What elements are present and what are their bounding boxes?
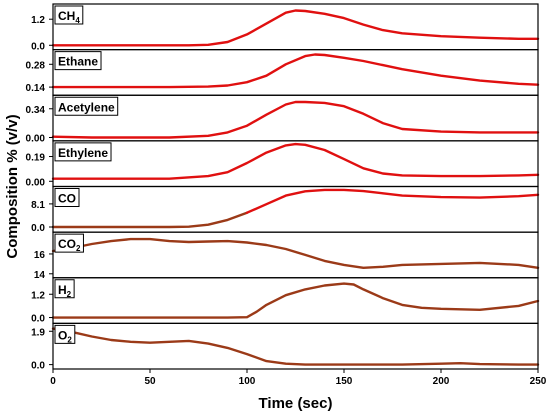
panel-label-h2: H2	[58, 283, 72, 299]
x-tick-label: 0	[50, 376, 56, 387]
panel-h2: 0.0 1.2 H2	[31, 277, 540, 325]
panel-ch4: 0.0 1.2 CH4	[31, 3, 540, 52]
series-line-o2-0	[51, 327, 540, 366]
panel-ethylene: 0.00 0.19 Ethylene	[26, 140, 540, 188]
x-tick-label: 250	[530, 376, 547, 387]
panel-co2: 14 16 CO2	[34, 231, 540, 281]
y-tick-label: 0.28	[26, 60, 46, 71]
y-tick-label: 0.34	[26, 105, 46, 116]
y-tick-label: 0.14	[26, 83, 46, 94]
panel-label-box	[54, 5, 84, 25]
y-tick-label: 16	[34, 250, 46, 261]
series-line-ch4-0	[51, 9, 540, 47]
panel-acetylene: 0.00 0.34 Acetylene	[26, 94, 540, 144]
panel-frame	[52, 322, 539, 370]
series-line-co-1	[245, 188, 540, 214]
panel-label-box	[54, 233, 84, 253]
panel-label-box	[54, 188, 80, 207]
y-tick-label: 0.19	[26, 153, 46, 164]
x-axis-title: Time (sec)	[259, 395, 333, 412]
series-line-co-0	[51, 211, 249, 229]
panel-label-box	[54, 324, 76, 344]
panel-label-co2: CO2	[58, 237, 81, 253]
panel-label-co: CO	[58, 192, 76, 206]
panel-label-box	[54, 279, 75, 299]
panel-label-box	[54, 96, 119, 116]
panel-label-box	[54, 142, 112, 162]
y-tick-label: 0.00	[26, 177, 46, 188]
y-axis-title: Composition % (v/v)	[4, 114, 21, 258]
panel-label-ch4: CH4	[58, 9, 80, 25]
panel-o2: 0.0 1.9 O2	[31, 322, 540, 372]
panel-co: 0.0 8.1 CO	[31, 185, 540, 234]
y-tick-label: 1.2	[31, 290, 45, 301]
y-tick-label: 0.0	[31, 314, 45, 325]
y-tick-label: 0.0	[31, 361, 45, 372]
panel-label-ethylene: Ethylene	[58, 146, 108, 160]
panel-label-box	[54, 51, 102, 71]
panel-frame	[52, 49, 539, 96]
y-tick-label: 0.0	[31, 223, 45, 234]
series-line-ethylene-0	[51, 142, 540, 180]
series-line-h2-0	[51, 282, 540, 319]
panel-label-ethane: Ethane	[58, 55, 98, 69]
y-tick-label: 0.00	[26, 133, 46, 144]
y-tick-label: 8.1	[31, 200, 45, 211]
x-tick-label: 100	[239, 376, 256, 387]
panel-label-acetylene: Acetylene	[58, 100, 115, 114]
x-tick-label: 50	[144, 376, 156, 387]
panel-ethane: 0.14 0.28 Ethane	[26, 49, 540, 96]
series-line-acetylene-0	[51, 100, 540, 139]
x-tick-label: 150	[336, 376, 353, 387]
y-tick-label: 1.9	[31, 327, 45, 338]
x-axis: 0 50 100 150 200 250	[50, 369, 547, 387]
series-line-co2-0	[51, 237, 540, 269]
panel-label-o2: O2	[58, 328, 72, 344]
y-tick-label: 0.0	[31, 41, 45, 52]
y-tick-label: 1.2	[31, 15, 45, 26]
series-line-ethane-0	[51, 53, 540, 89]
x-tick-label: 200	[433, 376, 450, 387]
y-tick-label: 14	[34, 270, 46, 281]
